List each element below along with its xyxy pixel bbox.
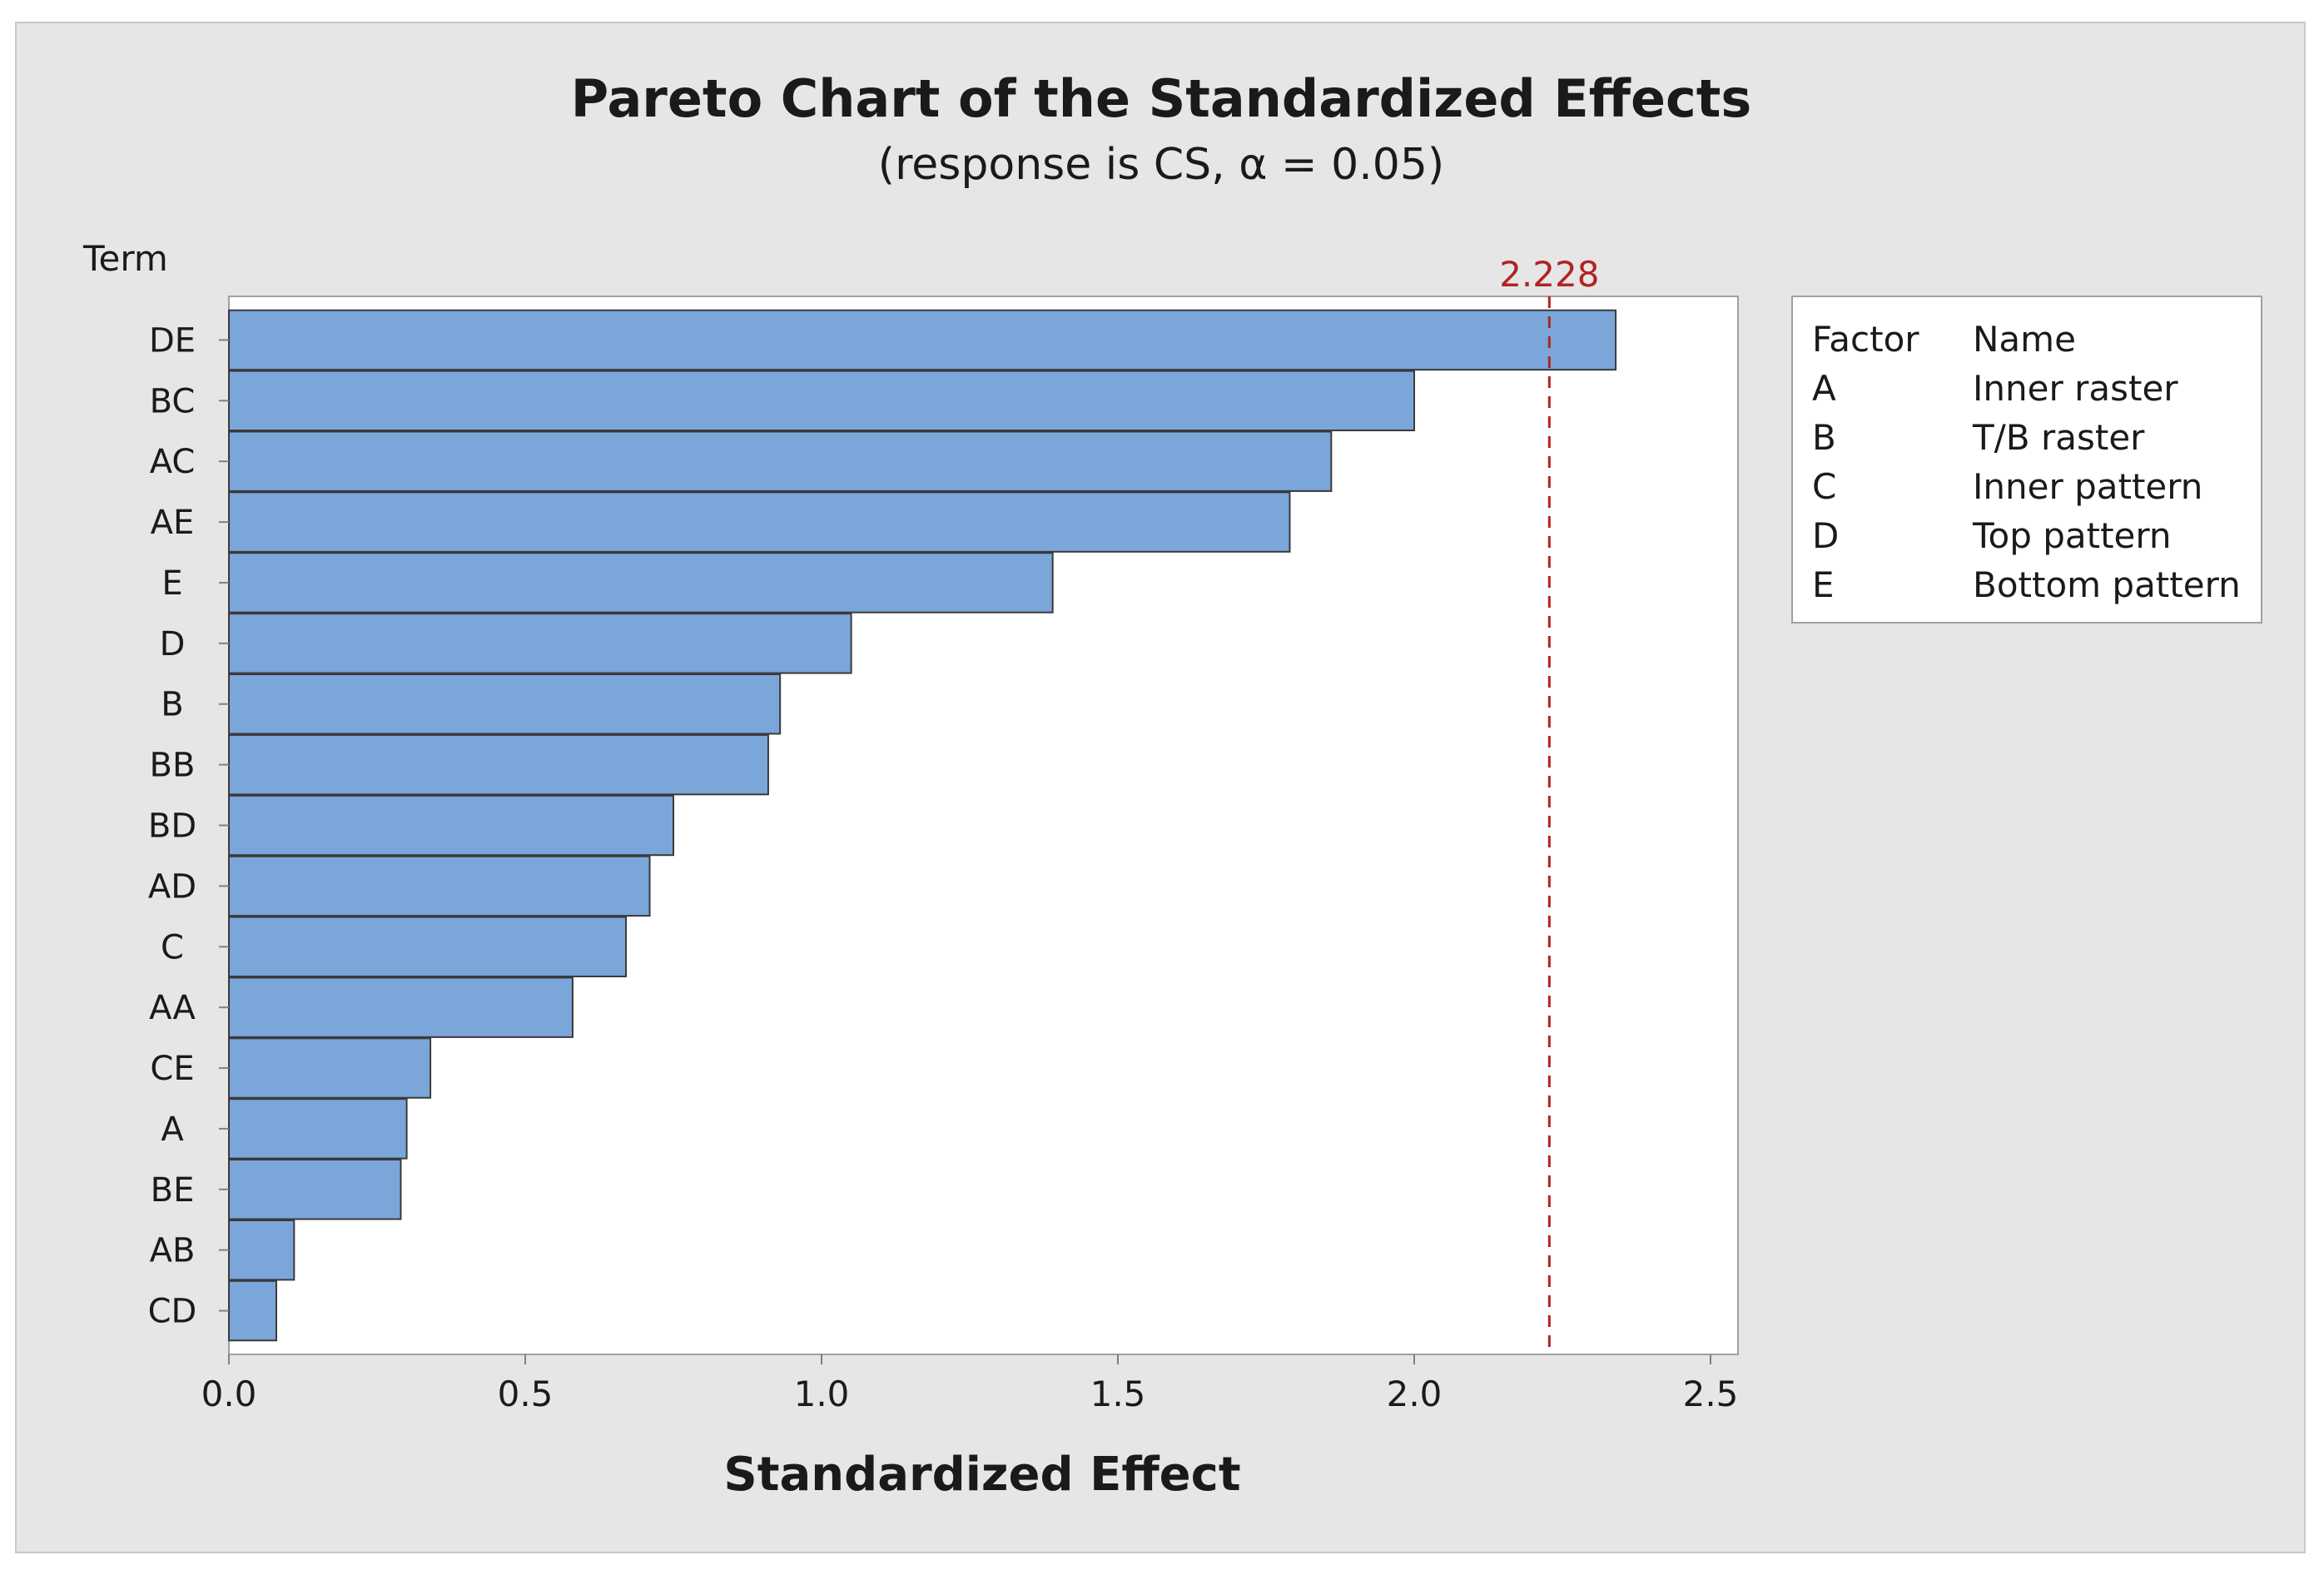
legend-header-name: Name xyxy=(1973,319,2076,360)
chart-subtitle: (response is CS, α = 0.05) xyxy=(878,140,1444,190)
chart-title: Pareto Chart of the Standardized Effects xyxy=(571,68,1752,129)
x-ticks-layer: 0.0 0.5 1.0 1.5 2.0 2.5 xyxy=(201,1354,1739,1414)
term-label-c: C xyxy=(161,928,184,966)
reference-line-label: 2.228 xyxy=(1499,254,1599,295)
bar-aa xyxy=(228,976,574,1038)
term-label-ab: AB xyxy=(150,1232,196,1270)
x-tick-label: 0.5 xyxy=(498,1374,554,1414)
legend-factor-e: E xyxy=(1812,564,1835,605)
term-label-a: A xyxy=(161,1110,184,1149)
legend-name-c: Inner pattern xyxy=(1973,466,2202,507)
term-label-bb: BB xyxy=(150,747,196,785)
bar-d xyxy=(228,613,852,674)
bars-layer xyxy=(228,309,1617,1342)
x-axis-title: Standardized Effect xyxy=(723,1448,1240,1502)
legend-name-d: Top pattern xyxy=(1972,515,2172,556)
x-tick-label: 1.0 xyxy=(794,1374,850,1414)
legend-name-b: T/B raster xyxy=(1972,417,2145,458)
x-tick-label: 0.0 xyxy=(201,1374,257,1414)
legend-name-a: Inner raster xyxy=(1973,368,2178,409)
x-tick-label: 2.5 xyxy=(1683,1374,1739,1414)
term-label-ae: AE xyxy=(151,504,195,542)
term-label-ad: AD xyxy=(148,867,196,906)
legend-factor-a: A xyxy=(1812,368,1836,409)
x-tick-label: 2.0 xyxy=(1387,1374,1443,1414)
term-label-bc: BC xyxy=(150,382,196,420)
term-label-bd: BD xyxy=(148,807,196,846)
term-label-ce: CE xyxy=(150,1050,194,1088)
legend-factor-d: D xyxy=(1812,515,1839,556)
bar-bb xyxy=(228,733,769,796)
term-label-cd: CD xyxy=(148,1293,197,1331)
term-label-d: D xyxy=(160,625,186,663)
legend-box xyxy=(1791,296,2262,624)
bar-c xyxy=(228,916,628,977)
legend-header-factor: Factor xyxy=(1812,319,1919,360)
bar-ce xyxy=(228,1037,432,1099)
legend-rows: Factor Name A Inner raster B T/B raster C Inner… xyxy=(1812,319,2241,605)
bar-ac xyxy=(228,430,1333,492)
reference-line-layer: 2.228 xyxy=(1499,254,1599,1354)
bar-cd xyxy=(228,1279,277,1342)
bar-bd xyxy=(228,794,674,857)
term-label-be: BE xyxy=(151,1171,195,1210)
legend: Factor Name A Inner raster B T/B raster C Inner… xyxy=(1791,296,2262,624)
legend-factor-c: C xyxy=(1812,466,1836,507)
legend-name-e: Bottom pattern xyxy=(1973,564,2241,605)
bar-ab xyxy=(228,1219,295,1281)
bar-be xyxy=(228,1159,402,1220)
y-axis-title: Term xyxy=(82,238,168,279)
term-label-b: B xyxy=(161,686,183,724)
bar-ae xyxy=(228,491,1291,553)
term-label-aa: AA xyxy=(149,989,196,1027)
bar-bc xyxy=(228,370,1415,432)
bar-ad xyxy=(228,855,651,917)
x-tick-label: 1.5 xyxy=(1090,1374,1146,1414)
bar-b xyxy=(228,673,782,735)
term-label-ac: AC xyxy=(150,443,196,481)
term-label-de: DE xyxy=(149,321,196,360)
bar-a xyxy=(228,1098,408,1160)
bar-e xyxy=(228,552,1054,614)
bar-de xyxy=(228,309,1617,371)
legend-factor-b: B xyxy=(1812,417,1836,458)
term-label-e: E xyxy=(161,564,182,603)
